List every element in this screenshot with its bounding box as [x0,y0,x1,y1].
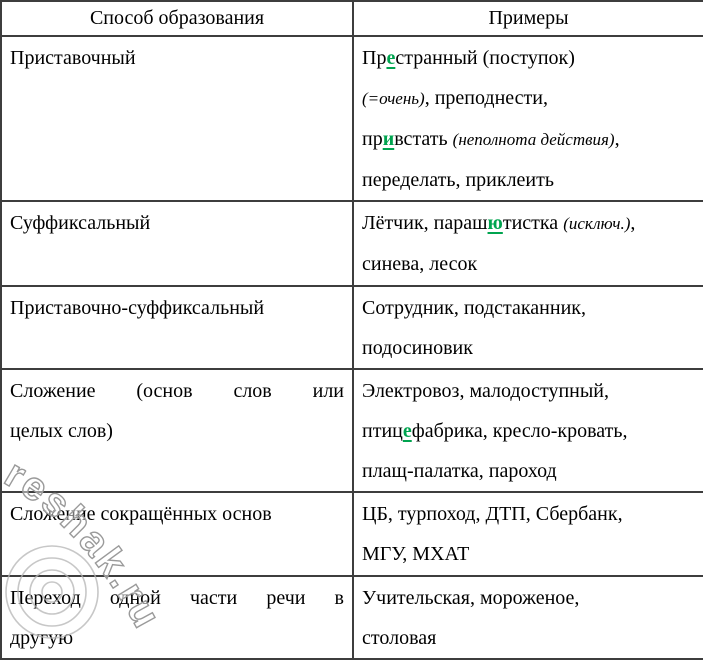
highlighted-letter: и [382,128,395,150]
example-text: птиц [362,420,403,442]
examples-cell: Учительская, мороженое, столовая [352,575,703,660]
highlighted-letter: ю [487,212,503,234]
method-cell: Суффиксальный [0,200,354,287]
example-line: подосиновик [362,328,695,368]
table-row: Переход одной части речи в другую Учительс… [0,575,703,660]
examples-cell: ЦБ, турпоход, ДТП, Сбербанк, МГУ, МХАТ [352,491,703,577]
example-text: синева, лесок [362,253,478,275]
example-text: Электровоз, малодоступный, [362,380,609,402]
method-cell: Приставочный [0,35,354,202]
example-line: Лётчик, парашютистка (исключ.), [362,203,695,244]
method-cell: Сложение (основ слов или целых слов) [0,368,354,493]
example-line: (=очень), преподнести, [362,78,695,119]
table-row: Приставочно-суффиксальный Сотрудник, подс… [0,285,703,370]
table-row: Приставочный Престранный (поступок) (=очен… [0,35,703,202]
table-header-row: Способ образования Примеры [0,0,703,37]
example-line: Сотрудник, подстаканник, [362,288,695,328]
method-line: Сложение сокращённых основ [10,503,272,525]
examples-cell: Сотрудник, подстаканник, подосиновик [352,285,703,370]
table-row: Сложение сокращённых основ ЦБ, турпоход, … [0,491,703,577]
example-line: плащ-палатка, пароход [362,451,695,491]
highlighted-letter: е [386,47,396,69]
method-line: Приставочный [10,47,136,69]
table-row: Суффиксальный Лётчик, парашютистка (исклю… [0,200,703,287]
method-line: Переход одной части речи в [10,587,344,609]
example-line: ЦБ, турпоход, ДТП, Сбербанк, [362,494,695,534]
example-text: странный (поступок) [395,47,575,69]
example-text: фабрика, кресло-кровать, [411,420,628,442]
example-text: , преподнести, [424,87,548,109]
example-line: столовая [362,618,695,658]
examples-cell: Престранный (поступок) (=очень), преподне… [352,35,703,202]
example-text: МГУ, МХАТ [362,543,470,565]
example-line: Учительская, мороженое, [362,578,695,618]
example-line: Престранный (поступок) [362,38,695,78]
annotation-text: (исключ.) [563,214,631,233]
example-text: тистка [502,212,564,234]
example-line: МГУ, МХАТ [362,534,695,574]
example-text: Учительская, мороженое, [362,587,580,609]
example-line: привстать (неполнота действия), [362,119,695,160]
method-line: целых слов) [10,420,113,442]
example-text: , [614,128,620,150]
example-text: Пр [362,47,387,69]
method-line: Суффиксальный [10,212,151,234]
table-body: Приставочный Престранный (поступок) (=очен… [0,35,703,660]
example-text: встать [394,128,453,150]
method-line: другую [10,627,74,649]
example-line: птицефабрика, кресло-кровать, [362,411,695,451]
example-line: переделать, приклеить [362,160,695,200]
annotation-text: (неполнота действия) [452,130,615,149]
example-text: Лётчик, параш [362,212,488,234]
annotation-text: (=очень) [362,89,425,108]
example-text: , [630,212,636,234]
example-text: пр [362,128,383,150]
column-header-examples: Примеры [352,0,703,37]
examples-cell: Электровоз, малодоступный, птицефабрика, … [352,368,703,493]
method-line: Приставочно-суффиксальный [10,297,265,319]
method-cell: Сложение сокращённых основ [0,491,354,577]
example-text: столовая [362,627,437,649]
examples-cell: Лётчик, парашютистка (исключ.), синева, л… [352,200,703,287]
example-text: переделать, приклеить [362,169,554,191]
example-line: Электровоз, малодоступный, [362,371,695,411]
example-line: синева, лесок [362,244,695,284]
column-header-method: Способ образования [0,0,354,37]
example-text: плащ-палатка, пароход [362,460,557,482]
method-cell: Переход одной части речи в другую [0,575,354,660]
example-text: Сотрудник, подстаканник, [362,297,586,319]
example-text: ЦБ, турпоход, ДТП, Сбербанк, [362,503,623,525]
method-cell: Приставочно-суффиксальный [0,285,354,370]
method-line: Сложение (основ слов или [10,380,344,402]
table-row: Сложение (основ слов или целых слов) Элект… [0,368,703,493]
example-text: подосиновик [362,337,473,359]
highlighted-letter: е [402,420,412,442]
